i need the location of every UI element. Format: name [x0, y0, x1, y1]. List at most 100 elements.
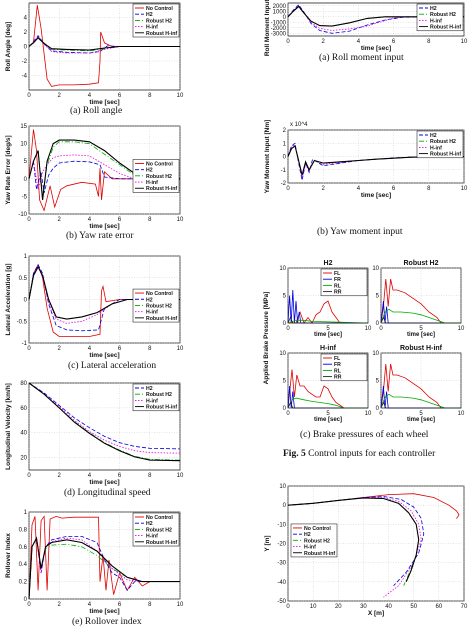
y-axis-label: Rollover Index	[5, 533, 12, 578]
x-axis-label: time [sec]	[407, 417, 435, 423]
y-tick-label: 0	[376, 321, 380, 327]
legend-label: Robust H2	[146, 392, 172, 398]
y-tick-label: 10	[20, 142, 27, 148]
y-tick-label: 0	[376, 406, 380, 412]
legend-label: Robust H2	[304, 538, 330, 544]
y-tick-label: 1	[24, 254, 28, 260]
legend-label: Robust H2	[146, 303, 172, 309]
legend-box	[290, 523, 338, 558]
series-line-h2	[287, 496, 425, 586]
legend-label: H-inf	[146, 534, 158, 540]
exponent-label: x 10^4	[290, 122, 308, 128]
y-tick-label: 0	[283, 321, 287, 327]
y-tick-label: 0	[283, 15, 287, 21]
legend-label: Robust H2	[146, 174, 172, 180]
legend-label: H-inf	[146, 25, 158, 31]
figure-caption-label: Fig. 5	[283, 449, 306, 459]
subfigure-caption: (b) Yaw rate error	[66, 231, 134, 241]
legend-box	[132, 512, 180, 547]
legend-label: H-inf	[146, 398, 158, 404]
x-tick-label: 10	[177, 602, 184, 608]
y-tick-label: -1	[22, 341, 28, 347]
y-tick-label: 60	[20, 406, 27, 412]
x-tick-label: 4	[88, 93, 92, 99]
y-tick-label: -40	[277, 580, 286, 586]
x-axis-label: time [sec]	[89, 352, 119, 359]
y-tick-label: -0.5	[17, 319, 28, 325]
series-line-fl	[288, 300, 368, 324]
legend-label: Robust H-inf	[146, 31, 177, 37]
subplot-title: Robust H-inf	[400, 345, 443, 352]
x-tick-label: 0	[286, 186, 290, 192]
series-line-rr	[287, 316, 368, 324]
x-tick-label: 10	[461, 186, 468, 192]
y-tick-label: -50	[277, 599, 286, 605]
series-line-h2	[28, 34, 180, 54]
x-axis-label: time [sec]	[314, 332, 342, 338]
y-tick-label: 10	[372, 266, 379, 272]
x-axis-label: time [sec]	[89, 223, 119, 230]
legend-label: No Control	[146, 161, 173, 167]
y-tick-label: 0	[24, 177, 28, 183]
x-tick-label: 5	[419, 411, 423, 417]
legend-label: H2	[304, 532, 311, 538]
legend-label: FR	[334, 362, 341, 368]
subplot-title: H-inf	[320, 345, 337, 352]
x-tick-label: 2	[58, 217, 62, 223]
y-tick-label: -2000	[271, 26, 287, 32]
series-line-robust-h-inf	[28, 37, 180, 51]
y-tick-label: 15	[20, 124, 27, 130]
series-line-robust-h-inf	[287, 144, 465, 176]
legend-label: H2	[146, 521, 153, 527]
legend-label: H2	[146, 12, 153, 18]
x-axis-label: time [sec]	[89, 479, 119, 486]
y-axis-label: Roll Moment Input [Nm]	[264, 0, 271, 56]
legend-label: Robust H2	[146, 527, 172, 533]
x-axis-label: time [sec]	[314, 417, 342, 423]
x-axis-label: time [sec]	[361, 45, 391, 52]
legend-label: H-inf	[304, 545, 316, 551]
x-tick-label: 0	[286, 39, 290, 45]
series-line-fr	[287, 289, 368, 324]
legend-label: Robust H2	[146, 18, 172, 24]
x-tick-label: 0	[27, 93, 31, 99]
x-axis-label: time [sec]	[89, 99, 119, 106]
y-axis-label: Yaw Moment Input [Nm]	[264, 120, 271, 194]
legend-label: FL	[334, 271, 341, 277]
y-tick-label: 10	[279, 266, 286, 272]
legend-label: H-inf	[430, 18, 442, 24]
x-tick-label: 10	[458, 411, 465, 417]
y-tick-label: 10	[279, 351, 286, 357]
series-line-h-inf	[28, 154, 180, 190]
y-tick-label: -2	[22, 59, 28, 65]
legend-label: Robust H-inf	[146, 186, 177, 192]
legend-label: RL	[334, 283, 342, 289]
y-tick-label: -20	[277, 542, 286, 548]
y-tick-label: -30	[277, 561, 286, 567]
series-line-rr	[380, 316, 461, 324]
series-line-rl	[380, 308, 461, 324]
x-tick-label: 6	[118, 473, 122, 479]
legend-label: FL	[334, 356, 341, 362]
subfigure-caption: (a) Roll moment input	[319, 53, 404, 63]
series-line-rr	[287, 401, 368, 409]
x-tick-label: 0	[27, 346, 31, 352]
y-tick-label: 2000	[273, 4, 287, 10]
legend-label: Robust H2	[430, 139, 456, 145]
legend-label: H2	[146, 386, 153, 392]
x-tick-label: 10	[177, 473, 184, 479]
x-tick-label: 4	[88, 346, 92, 352]
legend-label: Robust H-inf	[146, 405, 177, 411]
x-tick-label: 60	[436, 604, 443, 610]
y-tick-label: 1	[283, 141, 287, 147]
x-tick-label: 30	[360, 604, 367, 610]
legend-box	[132, 159, 180, 193]
y-tick-label: 80	[20, 381, 27, 387]
figure-caption-text: Control inputs for each controller	[308, 449, 436, 459]
x-tick-label: 4	[357, 186, 361, 192]
series-line-fl	[380, 278, 461, 324]
series-line-h2	[28, 160, 180, 193]
